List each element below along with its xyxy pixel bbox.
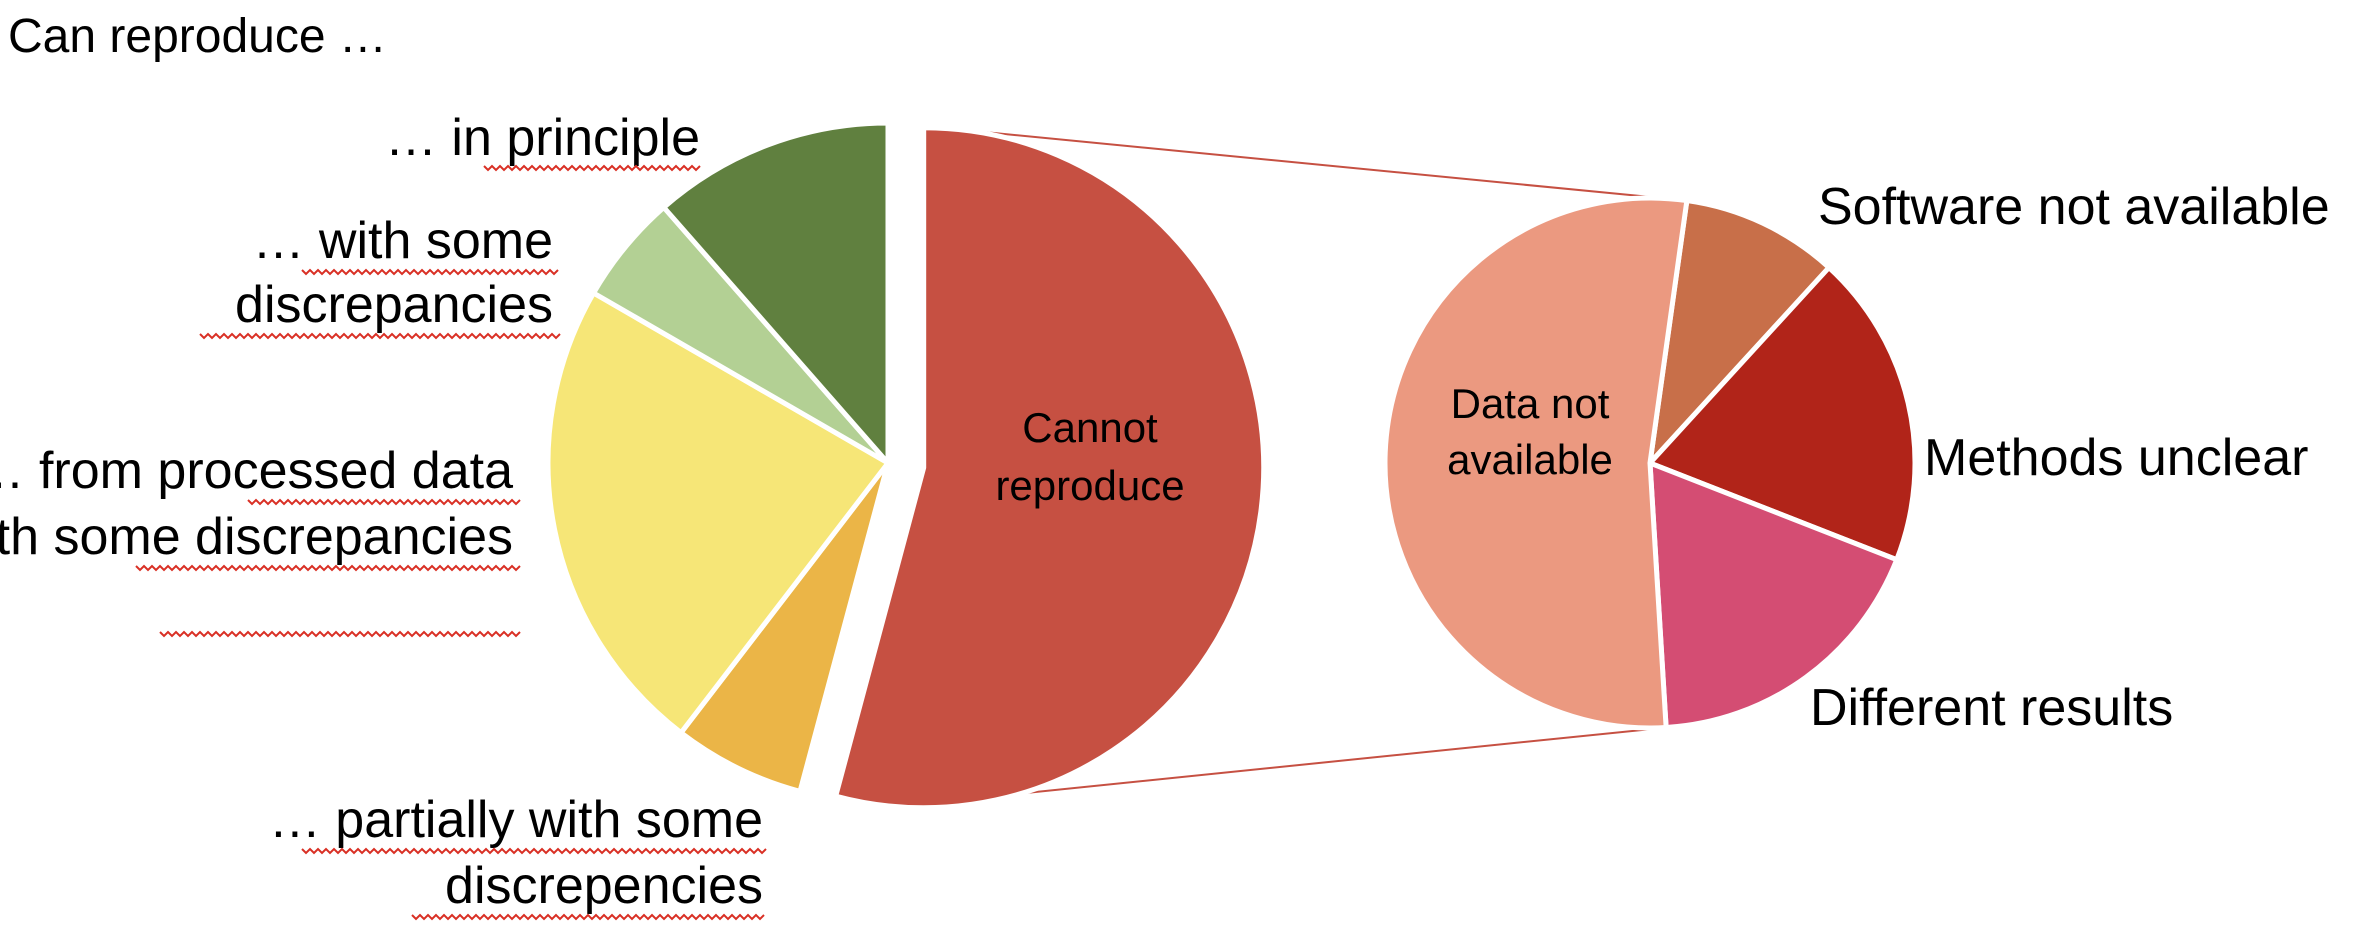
label-software-not-available: Software not available [1818, 178, 2330, 236]
underline-principle [483, 164, 701, 172]
label-from-processed-data: … from processed data with some discrepan… [0, 442, 513, 566]
label-in-principle: … in principle [385, 109, 700, 167]
label-from-processed-data-text: … from processed data with some discrepan… [0, 442, 513, 566]
slice-in-principle [661, 120, 891, 466]
label-partially: … partially with some discrepencies [269, 791, 763, 915]
label-with-some-discrepancies: … with some discrepancies [235, 212, 553, 334]
connector-top [953, 127, 1687, 202]
underline-data-some [135, 564, 521, 572]
underline-discrepancies-2 [159, 630, 521, 638]
spellcheck-underlines [135, 164, 767, 921]
underline-some [301, 268, 559, 276]
label-cannot-reproduce-text: Cannot reproduce [995, 404, 1184, 509]
label-data-not-available: Data not available [1447, 380, 1613, 483]
underline-discrepancies-1 [199, 332, 561, 340]
label-with-some-discrepancies-text: … with some discrepancies [235, 212, 553, 334]
label-methods-unclear: Methods unclear [1924, 429, 2308, 487]
underline-partially [301, 847, 767, 855]
slice-data-not-available [1382, 195, 1690, 731]
label-partially-text: … partially with some discrepencies [269, 791, 763, 915]
underline-discrepencies [411, 913, 765, 921]
breakdown-pie [1382, 195, 1918, 731]
label-different-results: Different results [1810, 679, 2173, 737]
underline-processed [247, 498, 521, 506]
chart-title: Can reproduce … [8, 10, 387, 63]
slice-from-processed-data [545, 290, 891, 736]
main-pie [545, 120, 1267, 811]
label-cannot-reproduce: Cannot reproduce [995, 404, 1184, 509]
label-in-principle-text: … in principle [385, 109, 700, 167]
slice-cannot-reproduce [833, 125, 1267, 811]
slice-software-not-available [1647, 198, 1832, 466]
slice-different-results [1647, 460, 1900, 731]
slice-partially [678, 460, 891, 794]
